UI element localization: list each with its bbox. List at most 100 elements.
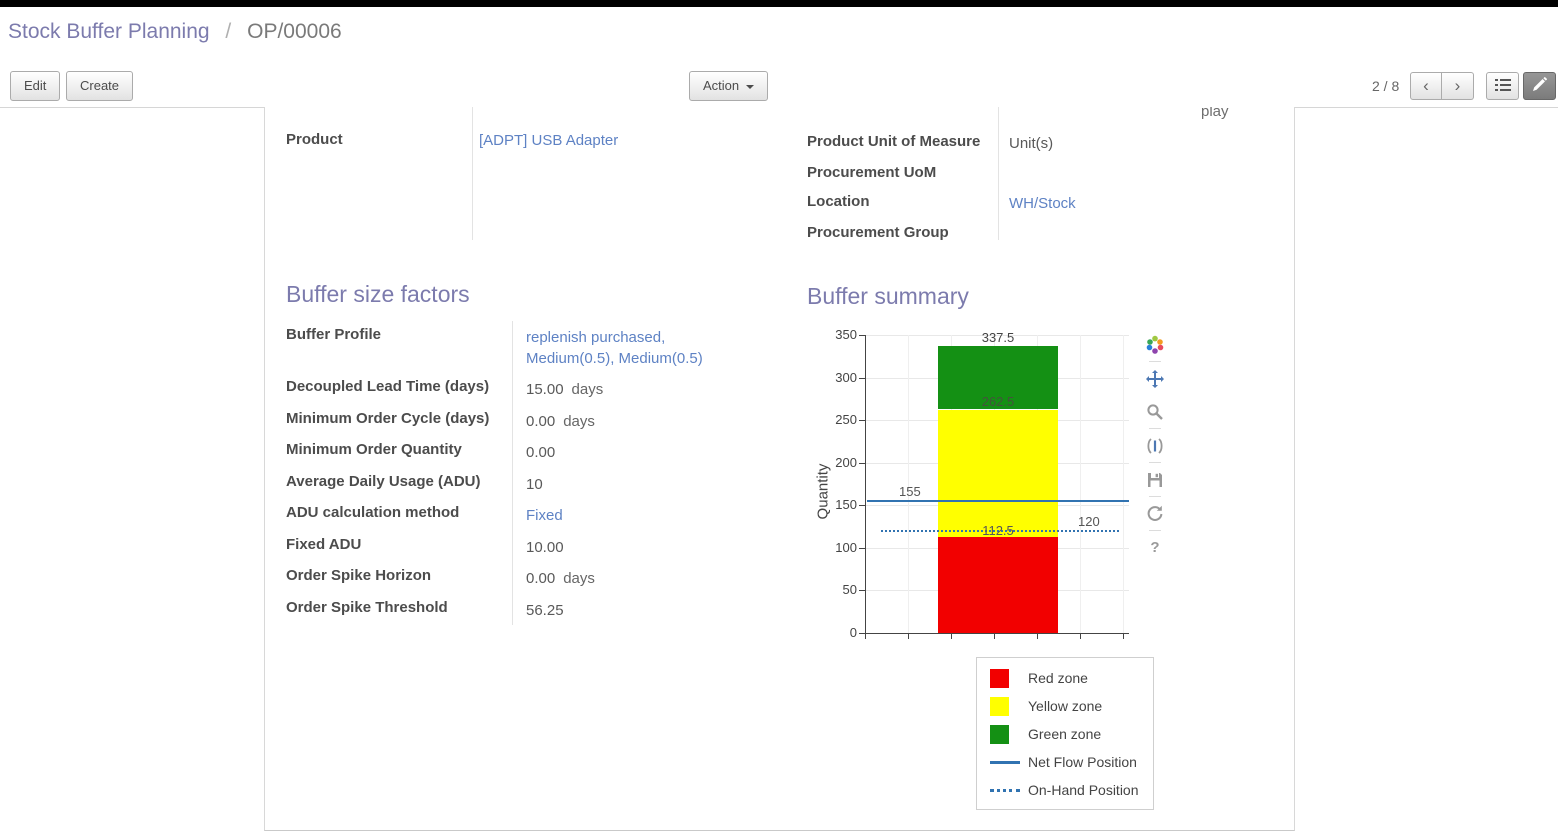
modebar-divider (1149, 462, 1161, 463)
table-row: Minimum Order Cycle (days) 0.00 days (286, 405, 756, 437)
chart-legend: Red zone Yellow zone Green zone Net Flow… (976, 657, 1154, 810)
pager-next-button[interactable]: › (1442, 72, 1474, 100)
minimum-order-cycle-value: 0.00 (526, 412, 556, 430)
form-view-button[interactable] (1523, 72, 1556, 100)
chart-y-axis (865, 335, 866, 634)
form-sheet: play Product [ADPT] USB Adapter Product … (264, 107, 1295, 831)
red-zone-swatch-icon (990, 668, 1020, 688)
clipped-label-fragment: play (1201, 107, 1229, 120)
minimum-order-cycle-label: Minimum Order Cycle (days) (286, 409, 490, 427)
table-row: Decoupled Lead Time (days) 15.00 days (286, 373, 756, 405)
field-separator (472, 107, 473, 240)
legend-item-yellow-zone[interactable]: Yellow zone (990, 692, 1153, 720)
green-zone-swatch-icon (990, 724, 1020, 744)
minimum-order-quantity-label: Minimum Order Quantity (286, 441, 462, 458)
chart-ytick-label: 0 (849, 625, 857, 640)
buffer-profile-value-link[interactable]: replenish purchased, Medium(0.5), Medium… (526, 329, 703, 367)
chart-ytick (859, 633, 865, 634)
location-field-label: Location (807, 193, 870, 210)
form-edit-icon (1532, 77, 1547, 95)
chart-ytick (859, 335, 865, 336)
buffer-size-factors-title: Buffer size factors (286, 281, 470, 307)
yellow-zone-swatch-icon (990, 696, 1020, 716)
procurement-uom-field-label: Procurement UoM (807, 164, 937, 181)
chart-ytick (859, 462, 865, 464)
chart-gridline-x (1123, 335, 1124, 633)
table-row: Average Daily Usage (ADU) 10 (286, 468, 756, 500)
create-button[interactable]: Create (66, 71, 134, 101)
chart-gridline-x (1080, 335, 1081, 633)
breadcrumb-separator: / (225, 20, 232, 43)
chart-annotation: 262.5 (981, 393, 1015, 409)
autoscale-icon[interactable] (1145, 436, 1165, 456)
buffer-summary-chart: Quantity (810, 325, 1200, 825)
product-field-value-link[interactable]: [ADPT] USB Adapter (479, 132, 619, 149)
chevron-right-icon: › (1454, 76, 1461, 95)
chart-xtick (908, 634, 909, 639)
adu-calculation-method-value-link[interactable]: Fixed (526, 507, 563, 524)
view-switcher (1486, 72, 1556, 100)
breadcrumb-parent-link[interactable]: Stock Buffer Planning (8, 20, 210, 43)
modebar-divider (1149, 428, 1161, 429)
help-icon[interactable]: ? (1145, 538, 1165, 558)
list-view-button[interactable] (1486, 72, 1519, 100)
chart-xtick (951, 634, 952, 639)
chart-ytick-label: 200 (835, 454, 857, 470)
uom-field-label: Product Unit of Measure (807, 133, 981, 150)
chart-gridline-y (865, 335, 1129, 336)
chart-ytick-label: 100 (835, 539, 857, 555)
save-icon[interactable] (1145, 470, 1165, 490)
chart-line-on-hand (881, 529, 1119, 532)
plotly-logo-icon[interactable] (1145, 335, 1165, 355)
chart-x-axis (865, 633, 1129, 634)
chart-zone-red (938, 537, 1058, 633)
breadcrumb-current: OP/00006 (247, 20, 342, 43)
order-spike-threshold-value: 56.25 (526, 601, 564, 619)
pager-previous-button[interactable]: ‹ (1410, 72, 1442, 100)
chart-annotation: 337.5 (981, 329, 1015, 345)
chart-annotation: 112.5 (982, 523, 1014, 539)
reset-axes-icon[interactable] (1145, 504, 1165, 524)
unit-suffix: days (563, 412, 595, 430)
chevron-left-icon: ‹ (1423, 76, 1429, 95)
legend-item-on-hand-position[interactable]: On-Hand Position (990, 776, 1153, 804)
buffer-factors-table: Buffer Profile replenish purchased, Medi… (286, 321, 756, 625)
chart-ytick (859, 590, 865, 592)
procurement-group-field-label: Procurement Group (807, 224, 949, 241)
chart-ytick (859, 505, 865, 507)
field-separator (512, 321, 513, 625)
zoom-icon[interactable] (1145, 402, 1165, 422)
chart-ytick-label: 50 (842, 582, 857, 598)
unit-suffix: days (571, 381, 604, 398)
legend-item-net-flow-position[interactable]: Net Flow Position (990, 748, 1153, 776)
uom-field-value: Unit(s) (1009, 135, 1054, 152)
pan-icon[interactable] (1145, 369, 1165, 389)
unit-suffix: days (563, 570, 595, 587)
chart-annotation: 120 (1078, 513, 1100, 529)
table-row: Fixed ADU 10.00 (286, 531, 756, 563)
chart-ytick-label: 150 (835, 497, 857, 513)
list-icon (1494, 78, 1511, 95)
breadcrumb: Stock Buffer Planning / OP/00006 (8, 20, 342, 44)
edit-button[interactable]: Edit (10, 71, 61, 101)
chart-zone-yellow (938, 409, 1058, 538)
legend-item-red-zone[interactable]: Red zone (990, 664, 1153, 692)
chart-annotation: 155 (899, 484, 921, 500)
field-separator (998, 107, 999, 240)
average-daily-usage-value: 10 (526, 475, 543, 493)
location-field-value-link[interactable]: WH/Stock (1009, 195, 1076, 212)
chart-ytick (859, 377, 865, 379)
table-row: Order Spike Horizon 0.00 days (286, 562, 756, 594)
chart-gridline-x (908, 335, 909, 633)
control-toolbar: Edit Create Action 2 / 8 ‹ › (0, 64, 1558, 108)
net-flow-line-icon (990, 760, 1020, 764)
order-spike-horizon-label: Order Spike Horizon (286, 567, 432, 584)
action-dropdown-button[interactable]: Action (689, 71, 769, 101)
average-daily-usage-label: Average Daily Usage (ADU) (286, 472, 481, 490)
chart-xtick (1123, 634, 1124, 639)
adu-calculation-method-label: ADU calculation method (286, 504, 460, 521)
legend-item-green-zone[interactable]: Green zone (990, 720, 1153, 748)
chart-ytick (859, 420, 865, 422)
chart-modebar: ? (1144, 335, 1166, 571)
table-row: Order Spike Threshold 56.25 (286, 594, 756, 626)
